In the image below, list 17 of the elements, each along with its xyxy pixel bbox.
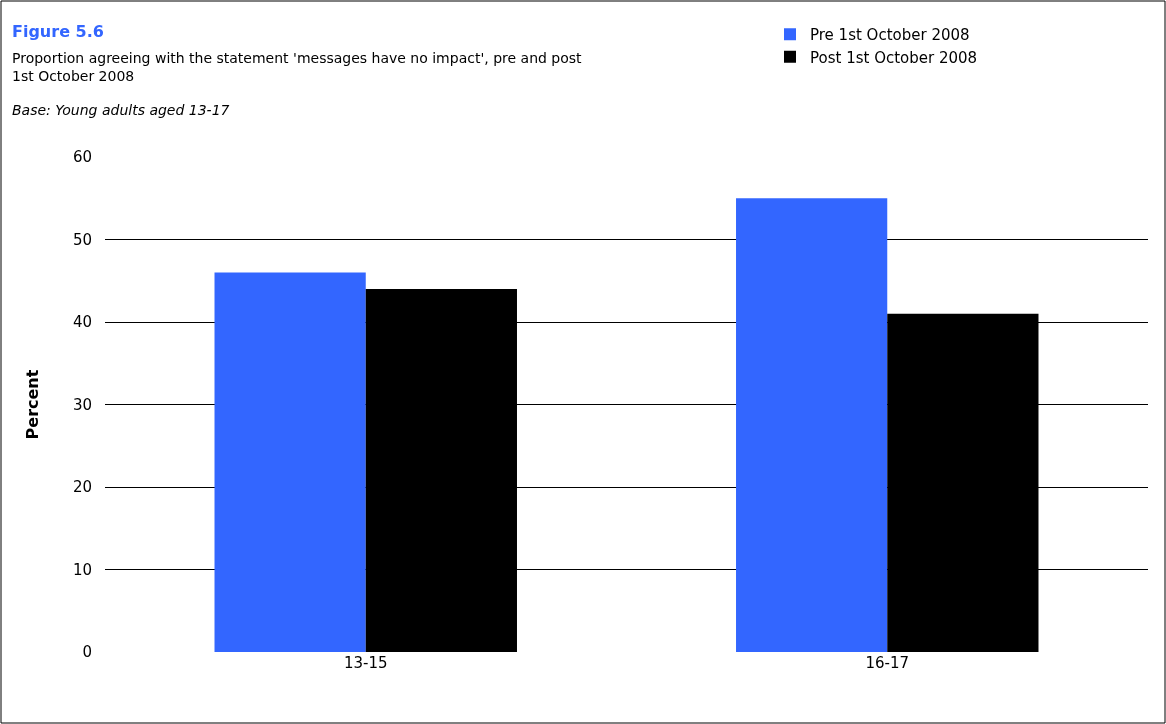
chart-title: Figure 5.6 — [12, 22, 104, 41]
y-axis-title: Percent — [22, 369, 42, 440]
y-tick-label: 60 — [72, 148, 92, 167]
bar — [214, 272, 366, 652]
y-tick-label: 0 — [82, 643, 92, 662]
text: Base: Young adults aged 13-17 — [12, 102, 230, 118]
bar — [736, 198, 888, 652]
x-tick-label: 13-15 — [343, 654, 388, 672]
x-tick-label: 16-17 — [865, 654, 910, 672]
y-tick-label: 40 — [72, 313, 92, 332]
y-tick-label: 20 — [72, 478, 92, 497]
y-tick-label: 10 — [72, 560, 92, 579]
chart-subtitle: Proportion agreeing with the statement 'messages have no impact', pre and post 1st October 2008 — [12, 50, 583, 85]
legend-label: Post 1st October 2008 — [810, 48, 978, 67]
legend-label: Pre 1st October 2008 — [810, 26, 970, 45]
y-tick-label: 50 — [72, 230, 92, 249]
y-tick-label: 30 — [72, 395, 92, 414]
